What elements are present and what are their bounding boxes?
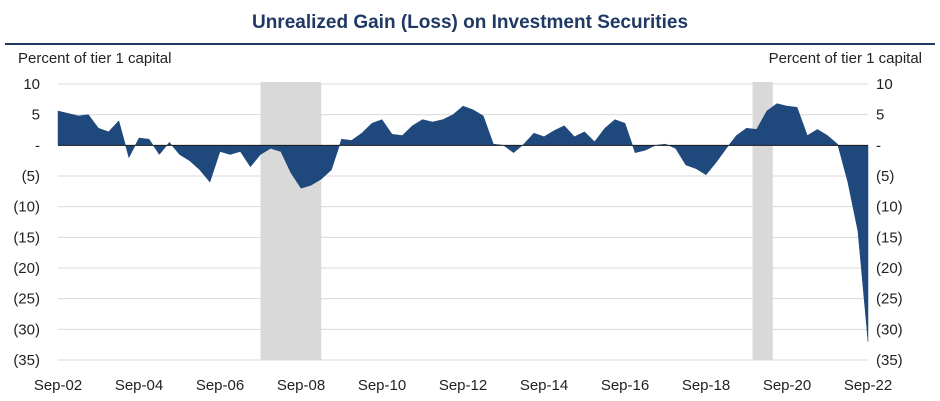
y-axis-label-left: Percent of tier 1 capital	[18, 50, 171, 67]
x-tick-label-1: Sep-04	[115, 377, 163, 394]
y-tick-label-left-6: (20)	[13, 260, 40, 277]
y-tick-label-left-8: (30)	[13, 321, 40, 338]
x-tick-label-5: Sep-12	[439, 377, 487, 394]
y-tick-label-left-1: 5	[32, 107, 40, 124]
series-area	[57, 103, 869, 342]
series-area-0	[57, 103, 869, 342]
y-tick-label-left-0: 10	[23, 76, 40, 93]
chart-title: Unrealized Gain (Loss) on Investment Sec…	[251, 12, 689, 33]
y-tick-label-right-4: (10)	[876, 199, 903, 216]
y-tick-label-left-3: (5)	[22, 168, 40, 185]
y-tick-label-left-7: (25)	[13, 291, 40, 308]
recession-bands	[260, 82, 773, 360]
recession-band-0	[260, 82, 322, 360]
x-tick-label-3: Sep-08	[277, 377, 325, 394]
axes: 10 10 5 5 - - (5) (5) (10) (10) (15) (15) (20) (20) (2…	[13, 76, 902, 394]
y-axis-label-right: Percent of tier 1 capital	[769, 50, 922, 67]
x-tick-label-9: Sep-20	[763, 377, 811, 394]
x-tick-label-0: Sep-02	[34, 377, 82, 394]
y-tick-label-right-3: (5)	[876, 168, 894, 185]
x-tick-label-7: Sep-16	[601, 377, 649, 394]
x-tick-label-8: Sep-18	[682, 377, 730, 394]
y-tick-label-left-4: (10)	[13, 199, 40, 216]
y-tick-label-right-0: 10	[876, 76, 893, 93]
y-tick-label-right-6: (20)	[876, 260, 903, 277]
y-tick-label-right-1: 5	[876, 107, 884, 124]
y-tick-label-right-8: (30)	[876, 321, 903, 338]
x-tick-label-6: Sep-14	[520, 377, 568, 394]
x-tick-label-2: Sep-06	[196, 377, 244, 394]
y-tick-label-left-9: (35)	[13, 352, 40, 369]
y-tick-label-right-7: (25)	[876, 291, 903, 308]
y-tick-label-right-2: -	[876, 137, 881, 154]
chart-title-bar: Unrealized Gain (Loss) on Investment Sec…	[5, 6, 935, 45]
y-tick-label-left-2: -	[35, 137, 40, 154]
y-tick-label-left-5: (15)	[13, 229, 40, 246]
x-tick-label-4: Sep-10	[358, 377, 406, 394]
y-tick-label-right-9: (35)	[876, 352, 903, 369]
x-tick-label-10: Sep-22	[844, 377, 892, 394]
title-underline	[5, 43, 935, 45]
y-tick-label-right-5: (15)	[876, 229, 903, 246]
recession-band-1	[752, 82, 773, 360]
